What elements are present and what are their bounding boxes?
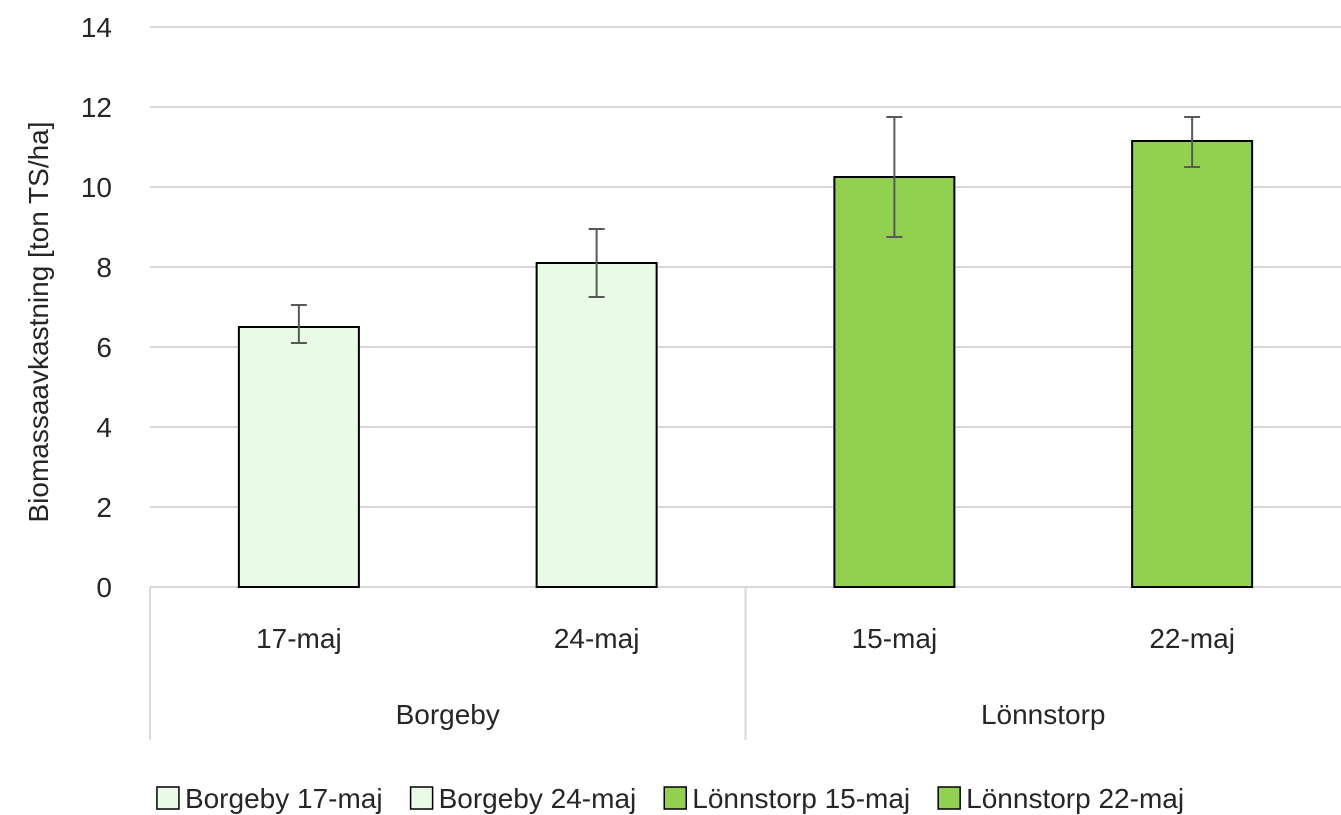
y-tick-label: 2: [96, 492, 112, 523]
legend-label: Lönnstorp 22-maj: [966, 783, 1184, 814]
y-tick-label: 14: [81, 12, 112, 43]
bar: [237, 326, 360, 588]
error-bars: [290, 116, 1201, 344]
y-axis-label: Biomassaavkastning [ton TS/ha]: [23, 121, 54, 522]
y-tick-label: 10: [81, 172, 112, 203]
legend-label: Borgeby 17-maj: [185, 783, 383, 814]
category-labels: 17-maj 24-maj 15-maj 22-maj: [256, 623, 1235, 654]
category-label: 22-maj: [1149, 623, 1235, 654]
category-label: 15-maj: [852, 623, 938, 654]
bars: [237, 140, 1254, 588]
y-tick-label: 8: [96, 252, 112, 283]
y-axis-tick-labels: 0 2 4 6 8 10 12 14: [81, 12, 112, 603]
y-tick-label: 6: [96, 332, 112, 363]
group-labels: Borgeby Lönnstorp: [396, 699, 1106, 730]
group-label: Borgeby: [396, 699, 500, 730]
category-label: 24-maj: [554, 623, 640, 654]
category-axis: [149, 587, 747, 740]
group-label: Lönnstorp: [981, 699, 1106, 730]
legend-label: Borgeby 24-maj: [439, 783, 637, 814]
bar: [833, 176, 956, 588]
y-tick-label: 4: [96, 412, 112, 443]
legend-swatch: [937, 786, 961, 810]
legend-swatch: [409, 786, 434, 810]
legend-swatch: [156, 786, 180, 810]
legend-swatch: [663, 786, 687, 810]
category-label: 17-maj: [256, 623, 342, 654]
legend: Borgeby 17-maj Borgeby 24-maj Lönnstorp 15…: [156, 783, 1184, 814]
y-tick-label: 12: [81, 92, 112, 123]
legend-label: Lönnstorp 15-maj: [692, 783, 910, 814]
bar: [1131, 140, 1254, 588]
y-tick-label: 0: [96, 572, 112, 603]
bar: [535, 262, 658, 588]
